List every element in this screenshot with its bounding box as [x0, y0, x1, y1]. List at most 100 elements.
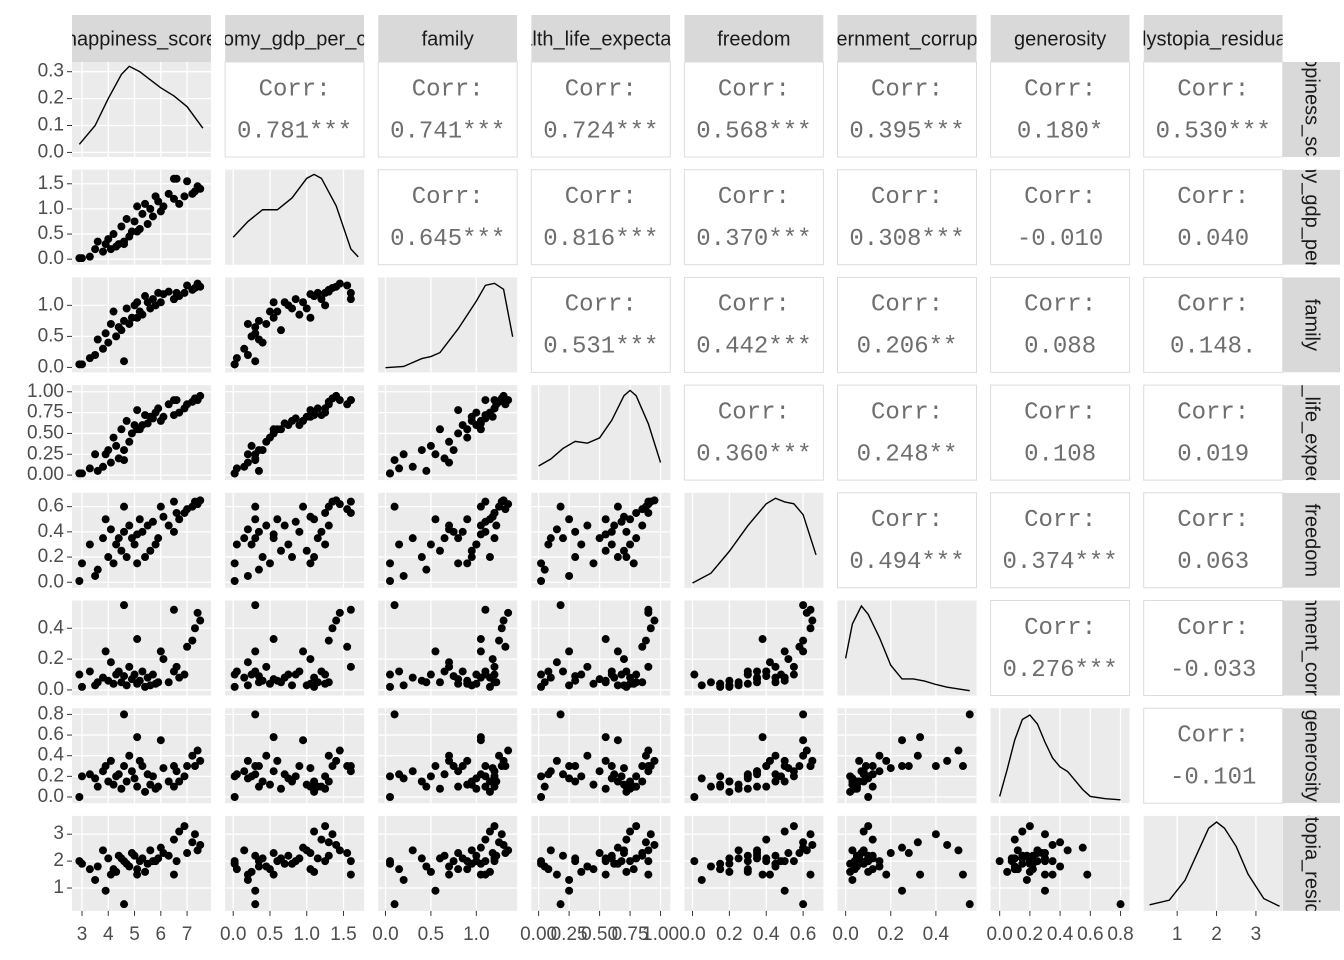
- scatter-point: [321, 508, 330, 517]
- scatter-point: [133, 202, 142, 211]
- scatter-point: [806, 605, 815, 614]
- corr-value: 0.040: [1177, 226, 1249, 253]
- scatter-point: [552, 658, 561, 667]
- scatter-point: [276, 546, 285, 555]
- scatter-point: [610, 521, 619, 530]
- scatter-point: [243, 351, 252, 360]
- scatter-point: [141, 867, 150, 876]
- scatter-point: [120, 316, 129, 325]
- scatter-point: [1078, 843, 1087, 852]
- scatter-point: [390, 502, 399, 511]
- scatter-point: [324, 838, 333, 847]
- right-strip: happiness_score: [1283, 62, 1340, 157]
- scatter-point: [1022, 875, 1031, 884]
- scatter-point: [1048, 870, 1057, 879]
- scatter-point: [501, 400, 510, 409]
- scatter-point: [390, 900, 399, 909]
- scatter-point: [135, 857, 144, 866]
- scatter-point: [734, 784, 743, 793]
- scatter-point: [188, 751, 197, 760]
- scatter-point: [77, 682, 86, 691]
- scatter-point: [765, 870, 774, 879]
- scatter-point: [463, 559, 472, 568]
- scatter-point: [172, 288, 181, 297]
- scatter-point: [601, 733, 610, 742]
- scatter-point: [504, 608, 513, 617]
- scatter-point: [619, 764, 628, 773]
- scatter-point: [601, 678, 610, 687]
- y-tick-label: 0.0: [38, 786, 64, 807]
- scatter-point: [183, 642, 192, 651]
- scatter-point: [449, 857, 458, 866]
- x-tick-label: 0.8: [1107, 924, 1133, 945]
- scatter-point: [120, 446, 129, 455]
- density-line: [78, 65, 204, 145]
- scatter-point: [789, 662, 798, 671]
- scatter-point: [302, 412, 311, 421]
- scatter-point: [321, 784, 330, 793]
- scatter-point: [188, 189, 197, 198]
- scatter-point: [190, 624, 199, 633]
- corr-value: 0.180*: [1017, 118, 1103, 145]
- scatter-point: [120, 900, 129, 909]
- scatter-point: [190, 830, 199, 839]
- scatter-point: [386, 559, 395, 568]
- scatter-point: [117, 546, 126, 555]
- scatter-point: [141, 682, 150, 691]
- scatter-point: [601, 635, 610, 644]
- scatter-point: [734, 854, 743, 863]
- scatter-point: [193, 746, 202, 755]
- corr-value: 0.442***: [696, 334, 811, 361]
- scatter-point: [125, 437, 134, 446]
- corr-value: 0.494***: [849, 549, 964, 576]
- corr-title: Corr:: [1177, 615, 1249, 642]
- scatter-point: [240, 534, 249, 543]
- scatter-point: [306, 406, 315, 415]
- y-tick-label: 0.0: [38, 141, 64, 162]
- scatter-point: [133, 782, 142, 791]
- scatter-point: [426, 867, 435, 876]
- scatter-point: [295, 762, 304, 771]
- scatter-point: [463, 780, 472, 789]
- scatter-point: [1040, 886, 1049, 895]
- scatter-point: [251, 323, 260, 332]
- corr-title: Corr:: [1177, 292, 1249, 319]
- scatter-point: [243, 875, 252, 884]
- scatter-point: [156, 647, 165, 656]
- scatter-point: [247, 441, 256, 450]
- scatter-point: [565, 774, 574, 783]
- scatter-point: [399, 681, 408, 690]
- scatter-point: [91, 450, 100, 459]
- scatter-point: [476, 733, 485, 742]
- scatter-point: [93, 862, 102, 871]
- scatter-point: [485, 682, 494, 691]
- scatter-point: [324, 400, 333, 409]
- scatter-point: [445, 458, 454, 467]
- scatter-point: [169, 411, 178, 420]
- scatter-point: [390, 710, 399, 719]
- scatter-point: [546, 534, 555, 543]
- scatter-point: [335, 746, 344, 755]
- scatter-point: [607, 774, 616, 783]
- panel-background: [837, 600, 977, 696]
- scatter-point: [258, 854, 267, 863]
- corr-panel: [1143, 707, 1284, 804]
- scatter-point: [613, 681, 622, 690]
- scatter-point: [481, 870, 490, 879]
- scatter-point: [638, 851, 647, 860]
- scatter-point: [495, 751, 504, 760]
- scatter-point: [106, 870, 115, 879]
- scatter-point: [476, 843, 485, 852]
- scatter-point: [106, 319, 115, 328]
- scatter-point: [537, 559, 546, 568]
- scatter-point: [904, 762, 913, 771]
- scatter-point: [230, 772, 239, 781]
- scatter-point: [799, 736, 808, 745]
- scatter-point: [435, 678, 444, 687]
- scatter-point: [641, 636, 650, 645]
- corr-value: 0.816***: [543, 226, 658, 253]
- scatter-point: [324, 751, 333, 760]
- scatter-point: [230, 576, 239, 585]
- scatter-point: [101, 329, 110, 338]
- scatter-point: [559, 851, 568, 860]
